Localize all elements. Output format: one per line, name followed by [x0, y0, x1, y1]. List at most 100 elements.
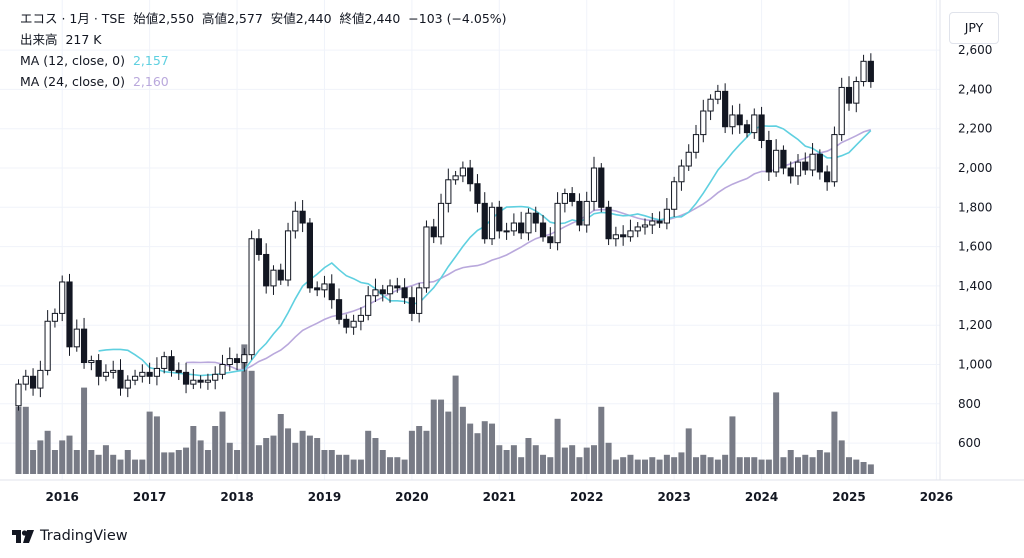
- volume-bar: [44, 430, 51, 474]
- candle: [634, 222, 641, 238]
- candle-body-up: [860, 60, 867, 83]
- volume-bar: [736, 457, 743, 474]
- candle: [212, 366, 219, 390]
- volume-bar: [357, 459, 364, 474]
- candle: [743, 119, 751, 138]
- candle-body-up: [714, 90, 721, 100]
- candle-body-down: [765, 139, 772, 173]
- candle-body-up: [212, 373, 219, 381]
- y-tick-label: 1,600: [958, 240, 992, 254]
- volume-bar: [765, 459, 772, 474]
- volume-bar: [860, 462, 867, 474]
- volume-bar: [241, 344, 248, 474]
- volume-bar: [37, 440, 44, 474]
- candle-body-down: [518, 222, 525, 234]
- candle-body-up: [707, 98, 714, 112]
- y-tick-label: 1,200: [958, 318, 992, 332]
- volume-bar: [132, 459, 139, 474]
- volume-bar: [146, 411, 153, 474]
- candle-body-down: [379, 289, 386, 295]
- candle: [714, 84, 721, 105]
- volume-bar: [263, 438, 270, 474]
- candle-body-up: [131, 375, 139, 381]
- candle: [569, 187, 576, 207]
- candle: [73, 319, 80, 352]
- candle-body-up: [554, 202, 561, 244]
- candle: [860, 54, 867, 87]
- volume-bar: [663, 454, 670, 474]
- candle-body-up: [372, 289, 379, 297]
- candle: [590, 156, 598, 211]
- candle: [809, 143, 816, 177]
- volume-bar: [394, 457, 401, 474]
- volume-bar: [306, 435, 313, 474]
- candle: [299, 200, 306, 233]
- candle-body-down: [787, 167, 794, 177]
- candle: [44, 310, 51, 376]
- x-tick-label: 2017: [133, 490, 166, 504]
- close-label: 終値: [339, 11, 365, 26]
- candle: [314, 281, 321, 297]
- candle-body-down: [569, 193, 576, 202]
- candle: [816, 149, 823, 180]
- candle: [110, 360, 117, 379]
- candle-body-up: [321, 283, 328, 291]
- ma12-path: [98, 124, 872, 377]
- candle-body-up: [416, 287, 423, 314]
- ma24-line: [186, 128, 872, 371]
- candle-body-up: [350, 320, 357, 328]
- currency-button[interactable]: JPY: [949, 12, 999, 44]
- candle: [204, 373, 212, 390]
- y-tick-label: 1,800: [958, 200, 992, 214]
- volume-bar: [489, 423, 496, 474]
- candle-body-up: [219, 364, 226, 375]
- candle-body-up: [161, 356, 168, 369]
- candle: [263, 243, 270, 294]
- candle-body-up: [59, 281, 66, 314]
- brand-logo[interactable]: TradingView: [12, 526, 128, 546]
- open-label: 始値: [133, 11, 159, 26]
- candle-body-down: [743, 124, 751, 134]
- candle: [437, 193, 445, 245]
- candle-body-down: [306, 222, 313, 289]
- volume-bar: [438, 399, 445, 474]
- volume-bar: [794, 457, 801, 474]
- volume-bar: [285, 428, 292, 474]
- candle: [663, 198, 670, 230]
- candle-body-down: [394, 285, 401, 289]
- candle-body-down: [401, 287, 408, 299]
- y-tick-label: 2,200: [958, 122, 992, 136]
- volume-bar: [685, 428, 692, 474]
- candle-body-down: [182, 371, 190, 385]
- candle-body-up: [561, 193, 568, 204]
- candle: [605, 200, 612, 246]
- candle: [335, 288, 343, 325]
- candle-body-down: [168, 356, 175, 371]
- candle: [284, 222, 292, 287]
- candle: [802, 152, 809, 175]
- candle: [80, 317, 88, 369]
- volume-bar: [532, 445, 539, 474]
- candle: [620, 225, 627, 246]
- candle: [270, 265, 277, 295]
- volume-bar: [95, 454, 102, 474]
- x-tick-label: 2026: [920, 490, 953, 504]
- candle-body-down: [314, 287, 321, 291]
- volume-bar: [416, 426, 423, 474]
- volume-bar: [591, 445, 598, 474]
- candle: [707, 94, 714, 121]
- y-tick-label: 2,400: [958, 82, 992, 96]
- volume-bar: [204, 450, 211, 474]
- candle-body-down: [255, 238, 263, 255]
- volume-bar: [671, 457, 678, 474]
- candle: [350, 314, 357, 335]
- ohlc-legend: エコス · 1月 · TSE 始値2,550 高値2,577 安値2,440 終…: [20, 10, 507, 28]
- volume-bar: [809, 457, 816, 474]
- volume-bar: [445, 411, 452, 474]
- volume-bar: [387, 457, 394, 474]
- volume-bar: [248, 370, 255, 474]
- volume-bar: [547, 457, 554, 474]
- candle: [430, 218, 437, 244]
- candle-body-up: [22, 375, 29, 385]
